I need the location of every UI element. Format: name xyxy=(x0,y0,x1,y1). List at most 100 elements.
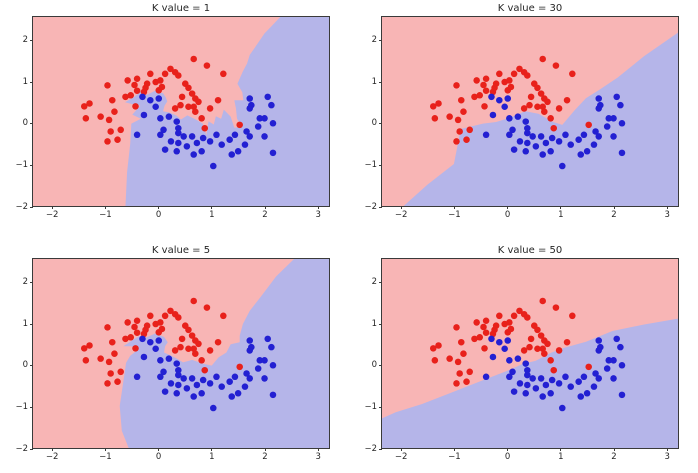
class-blue-point xyxy=(583,390,591,397)
class-blue-point xyxy=(264,93,271,101)
class-blue-point xyxy=(496,96,503,104)
class-blue-point xyxy=(592,128,599,135)
x-tick-mark xyxy=(211,448,213,451)
y-tick-label: −2 xyxy=(15,201,28,212)
class-red-point xyxy=(104,324,111,331)
class-blue-point xyxy=(157,115,164,122)
class-blue-point xyxy=(532,385,540,392)
x-tick-mark xyxy=(560,206,562,209)
x-tick-mark xyxy=(400,206,402,209)
class-blue-point xyxy=(590,383,598,390)
class-red-point xyxy=(516,65,523,73)
class-red-point xyxy=(107,128,114,135)
class-blue-point xyxy=(542,381,550,389)
x-tick-label: −1 xyxy=(448,452,461,462)
x-tick-label: −2 xyxy=(45,452,59,462)
class-red-point xyxy=(104,82,111,89)
class-red-point xyxy=(520,347,528,354)
class-red-point xyxy=(534,84,541,92)
class-blue-point xyxy=(510,388,518,395)
class-red-point xyxy=(171,105,179,112)
class-red-point xyxy=(82,115,90,122)
class-blue-point xyxy=(139,335,146,343)
y-tick-label: 1 xyxy=(371,76,377,87)
class-red-point xyxy=(496,70,503,78)
y-tick-label: −1 xyxy=(364,402,377,413)
class-blue-point xyxy=(160,368,167,376)
class-blue-point xyxy=(577,151,585,158)
class-blue-point xyxy=(261,357,268,364)
class-blue-point xyxy=(175,381,182,389)
x-tick-mark xyxy=(51,448,53,451)
x-tick-label: −2 xyxy=(394,452,408,462)
class-red-point xyxy=(127,92,135,99)
class-red-point xyxy=(429,345,437,352)
class-blue-point xyxy=(613,335,620,343)
class-red-point xyxy=(526,343,533,351)
class-red-point xyxy=(117,368,124,376)
class-blue-point xyxy=(261,133,268,140)
class-blue-point xyxy=(213,131,220,139)
y-tick-mark xyxy=(30,282,33,284)
class-blue-point xyxy=(226,378,233,385)
class-blue-point xyxy=(269,391,277,399)
class-red-point xyxy=(167,65,174,73)
class-red-point xyxy=(80,103,88,110)
class-red-point xyxy=(471,93,478,101)
class-red-point xyxy=(539,297,546,305)
class-blue-point xyxy=(562,131,569,139)
y-tick-label: 1 xyxy=(22,318,28,329)
class-blue-point xyxy=(246,133,254,140)
class-blue-point xyxy=(175,139,182,147)
class-blue-point xyxy=(524,366,531,374)
class-blue-point xyxy=(157,357,164,364)
x-tick-label: 2 xyxy=(611,210,617,220)
y-tick-mark xyxy=(379,282,382,284)
class-red-point xyxy=(133,87,141,94)
blue-decision-region xyxy=(119,259,329,448)
y-tick-label: 0 xyxy=(371,118,377,129)
class-red-point xyxy=(429,103,437,110)
class-blue-point xyxy=(610,133,617,140)
class-blue-point xyxy=(231,131,239,139)
class-red-point xyxy=(158,83,166,91)
class-blue-point xyxy=(261,375,268,382)
class-red-point xyxy=(132,103,139,110)
class-blue-point xyxy=(610,375,617,382)
class-red-point xyxy=(541,108,548,115)
class-red-point xyxy=(188,332,196,339)
class-blue-point xyxy=(516,138,524,145)
class-red-point xyxy=(453,380,460,387)
class-blue-point xyxy=(167,138,175,145)
class-red-point xyxy=(569,312,576,320)
class-red-point xyxy=(177,101,184,109)
class-blue-point xyxy=(241,141,249,148)
class-red-point xyxy=(124,319,131,326)
class-red-point xyxy=(97,355,104,362)
class-blue-point xyxy=(537,133,545,140)
class-blue-point xyxy=(175,366,182,374)
class-red-point xyxy=(510,312,518,320)
class-blue-point xyxy=(555,380,563,387)
class-blue-point xyxy=(524,124,531,132)
class-blue-point xyxy=(157,131,164,139)
class-blue-point xyxy=(603,365,611,372)
x-tick-mark xyxy=(560,448,562,451)
class-red-point xyxy=(171,347,179,354)
class-red-point xyxy=(539,345,546,353)
plot-area-k-50 xyxy=(382,297,678,448)
class-blue-point xyxy=(539,393,546,400)
class-red-point xyxy=(569,70,576,78)
y-tick-mark xyxy=(30,123,33,125)
class-blue-point xyxy=(213,373,220,381)
x-tick-mark xyxy=(453,448,455,451)
class-red-point xyxy=(147,70,154,78)
class-blue-point xyxy=(516,380,524,387)
x-tick-label: 3 xyxy=(315,452,321,462)
class-blue-point xyxy=(155,95,163,102)
class-blue-point xyxy=(152,345,159,353)
class-blue-point xyxy=(234,148,242,155)
class-red-point xyxy=(563,338,571,346)
class-blue-point xyxy=(496,338,503,346)
subplot-k-1: K value = 1 −2 −1 0 1 2 3 −2 −1 0 1 2 xyxy=(15,3,330,220)
